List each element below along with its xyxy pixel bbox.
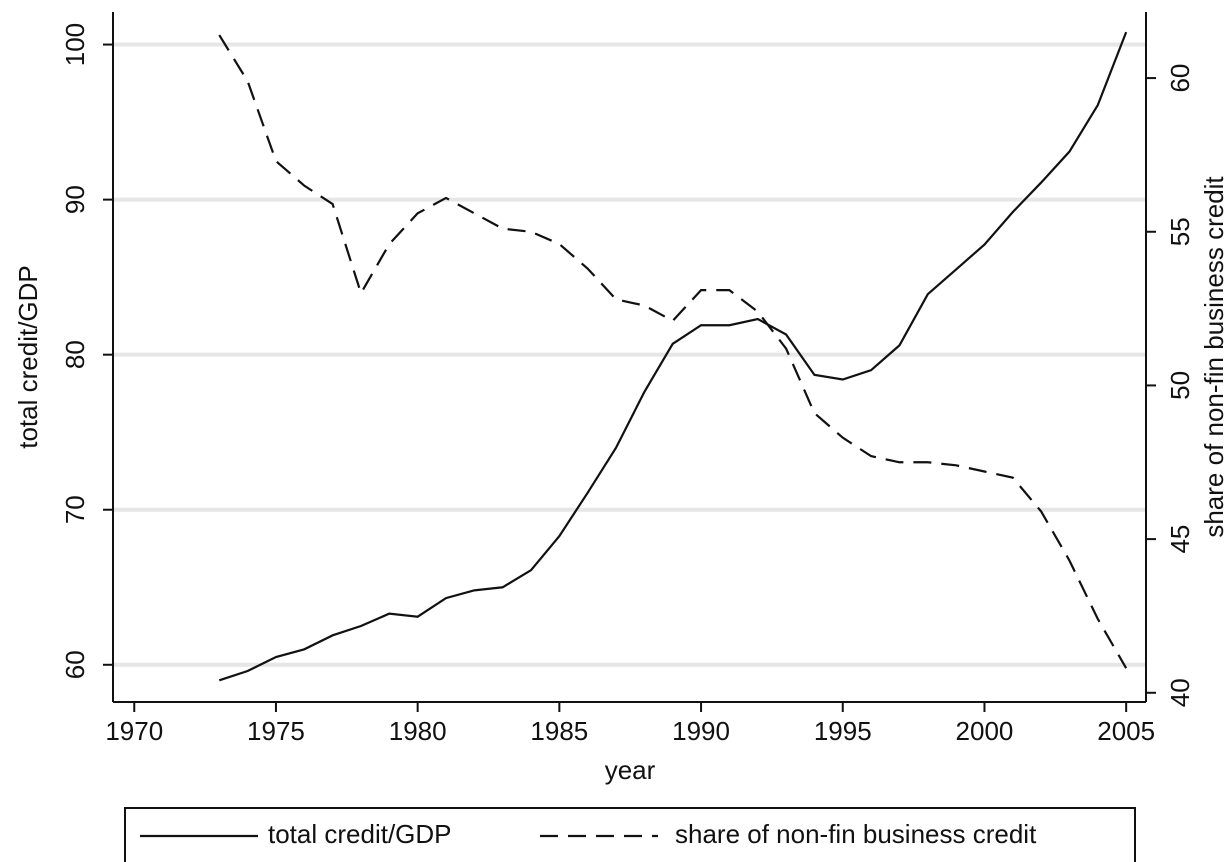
legend-label: total credit/GDP xyxy=(268,819,452,849)
x-tick-label: 1975 xyxy=(247,716,305,746)
x-tick-label: 2000 xyxy=(956,716,1014,746)
y-tick-label: 90 xyxy=(60,185,90,214)
x-tick-label: 2005 xyxy=(1097,716,1155,746)
y2-tick-label: 50 xyxy=(1165,371,1195,400)
x-tick-label: 1970 xyxy=(105,716,163,746)
y-tick-label: 80 xyxy=(60,340,90,369)
series-line xyxy=(218,34,1128,669)
y-axis-title: total credit/GDP xyxy=(13,265,43,449)
legend-box xyxy=(124,807,1136,862)
x-tick-label: 1980 xyxy=(389,716,447,746)
y-tick-label: 100 xyxy=(60,23,90,66)
x-tick-label: 1995 xyxy=(814,716,872,746)
y2-axis-title: share of non-fin business credit xyxy=(1199,176,1229,538)
y2-tick-label: 45 xyxy=(1165,525,1195,554)
y2-tick-label: 40 xyxy=(1165,678,1195,707)
y-tick-label: 60 xyxy=(60,650,90,679)
series-line xyxy=(218,31,1128,682)
legend-label: share of non-fin business credit xyxy=(675,819,1037,849)
x-tick-label: 1990 xyxy=(672,716,730,746)
x-axis-title: year xyxy=(605,755,656,785)
y2-tick-label: 55 xyxy=(1165,217,1195,246)
y2-tick-label: 60 xyxy=(1165,64,1195,93)
x-tick-label: 1985 xyxy=(530,716,588,746)
y-tick-label: 70 xyxy=(60,495,90,524)
